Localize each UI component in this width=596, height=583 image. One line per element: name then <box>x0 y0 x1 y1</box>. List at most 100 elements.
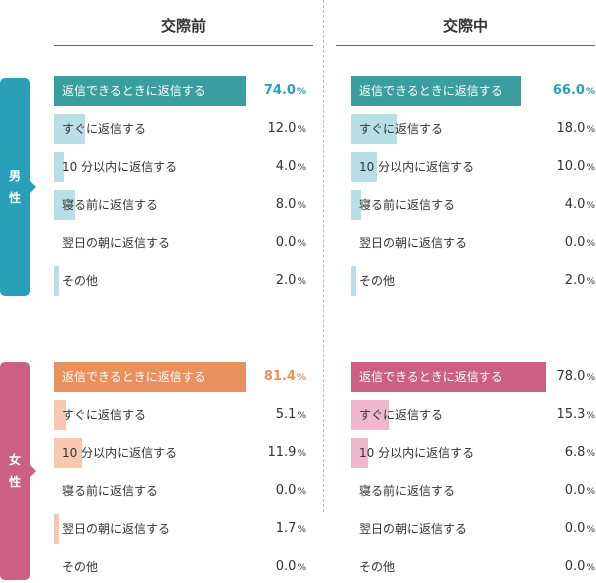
data-label: 6.8% <box>565 438 595 468</box>
category-label: 寝る前に返信する <box>359 484 456 498</box>
data-label-number: 81.4 <box>263 369 296 384</box>
category-label: 10 分以内に返信する <box>359 160 475 174</box>
data-label: 15.3% <box>556 400 595 430</box>
gender-tab-female: 女性 <box>0 362 36 580</box>
category-label: 寝る前に返信する <box>62 198 159 212</box>
gender-tab-char: 性 <box>8 475 21 489</box>
bar <box>54 400 67 430</box>
data-label-number: 0.0 <box>564 559 586 574</box>
header-during: 交際中 <box>442 17 488 35</box>
header-before-rule <box>54 45 313 46</box>
bar <box>54 266 60 296</box>
data-label-number: 0.0 <box>564 521 586 536</box>
bar <box>351 362 546 392</box>
bar <box>54 362 246 392</box>
bar <box>351 190 362 220</box>
bar-row: 寝る前に返信する 0.0% <box>54 476 306 506</box>
data-label: 0.0% <box>276 552 306 582</box>
category-label: 10 分以内に返信する <box>62 160 178 174</box>
data-label-number: 78.0 <box>556 369 586 384</box>
gender-tab-char: 性 <box>8 191 21 205</box>
data-label: 5.1% <box>276 400 306 430</box>
data-label-unit: % <box>297 525 306 535</box>
data-label: 8.0% <box>276 190 306 220</box>
category-label: その他 <box>359 560 396 574</box>
bar <box>54 152 65 182</box>
bar-row: その他 0.0% <box>54 552 306 582</box>
category-label: すぐに返信する <box>359 408 444 422</box>
data-label: 1.7% <box>276 514 306 544</box>
data-label-unit: % <box>586 373 595 383</box>
bar <box>351 400 390 430</box>
data-label: 0.0% <box>276 476 306 506</box>
data-label-number: 4.0 <box>275 159 297 174</box>
data-label: 74.0% <box>264 76 306 106</box>
bar-row: 翌日の朝に返信する 0.0% <box>54 228 306 258</box>
category-label: すぐに返信する <box>359 122 444 136</box>
bar-row: 返信できるときに返信する 78.0% <box>351 362 595 392</box>
bar-row: 返信できるときに返信する 66.0% <box>351 76 595 106</box>
gender-tab-char: 男 <box>8 169 21 183</box>
data-label-unit: % <box>297 563 306 573</box>
category-label: 返信できるときに返信する <box>62 84 206 98</box>
category-label: すぐに返信する <box>62 408 147 422</box>
category-label: 翌日の朝に返信する <box>359 522 468 536</box>
data-label: 2.0% <box>276 266 306 296</box>
gender-tab-char: 女 <box>8 453 21 467</box>
data-label: 0.0% <box>565 514 595 544</box>
data-label: 2.0% <box>565 266 595 296</box>
data-label: 11.9% <box>267 438 306 468</box>
category-label: 返信できるときに返信する <box>359 370 503 384</box>
data-label-unit: % <box>297 411 306 421</box>
bar-row: すぐに返信する 5.1% <box>54 400 306 430</box>
data-label-number: 0.0 <box>275 559 297 574</box>
category-label: その他 <box>62 274 99 288</box>
data-label-unit: % <box>586 487 595 497</box>
category-label: 寝る前に返信する <box>62 484 159 498</box>
category-label: その他 <box>359 274 396 288</box>
category-label: 返信できるときに返信する <box>62 370 206 384</box>
data-label-unit: % <box>296 373 306 383</box>
bar-row: 10 分以内に返信する 6.8% <box>351 438 595 468</box>
data-label-unit: % <box>585 87 595 97</box>
header-during-rule <box>336 45 595 46</box>
data-label: 12.0% <box>267 114 306 144</box>
bar <box>54 514 59 544</box>
data-label: 0.0% <box>565 552 595 582</box>
data-label-number: 15.3 <box>556 407 586 422</box>
data-label-number: 11.9 <box>267 445 297 460</box>
bar-row: 寝る前に返信する 4.0% <box>351 190 595 220</box>
data-label-number: 2.0 <box>275 273 297 288</box>
data-label: 4.0% <box>565 190 595 220</box>
category-label: 10 分以内に返信する <box>359 446 475 460</box>
data-label-number: 0.0 <box>564 483 586 498</box>
bar <box>351 266 357 296</box>
data-label-unit: % <box>297 125 306 135</box>
data-label-number: 4.0 <box>564 197 586 212</box>
data-label-unit: % <box>296 87 306 97</box>
bar-row: 返信できるときに返信する 81.4% <box>54 362 306 392</box>
bar-row: 寝る前に返信する 8.0% <box>54 190 306 220</box>
data-label-unit: % <box>586 239 595 249</box>
bar-row: すぐに返信する 15.3% <box>351 400 595 430</box>
data-label-number: 10.0 <box>556 159 586 174</box>
data-label: 18.0% <box>556 114 595 144</box>
data-label-number: 0.0 <box>564 235 586 250</box>
data-label-number: 6.8 <box>564 445 586 460</box>
data-label-number: 8.0 <box>275 197 297 212</box>
bar-row: 返信できるときに返信する 74.0% <box>54 76 306 106</box>
bar-row: 翌日の朝に返信する 0.0% <box>351 514 595 544</box>
bar <box>54 438 83 468</box>
data-label: 0.0% <box>276 228 306 258</box>
header-before: 交際前 <box>160 17 206 35</box>
data-label-unit: % <box>297 201 306 211</box>
bar <box>351 438 368 468</box>
bar-row: 10 分以内に返信する 4.0% <box>54 152 306 182</box>
bar <box>351 152 377 182</box>
category-label: 翌日の朝に返信する <box>359 236 468 250</box>
bar-row: 寝る前に返信する 0.0% <box>351 476 595 506</box>
data-label-unit: % <box>586 525 595 535</box>
data-label-unit: % <box>586 563 595 573</box>
data-label: 4.0% <box>276 152 306 182</box>
bar-row: 10 分以内に返信する 11.9% <box>54 438 306 468</box>
